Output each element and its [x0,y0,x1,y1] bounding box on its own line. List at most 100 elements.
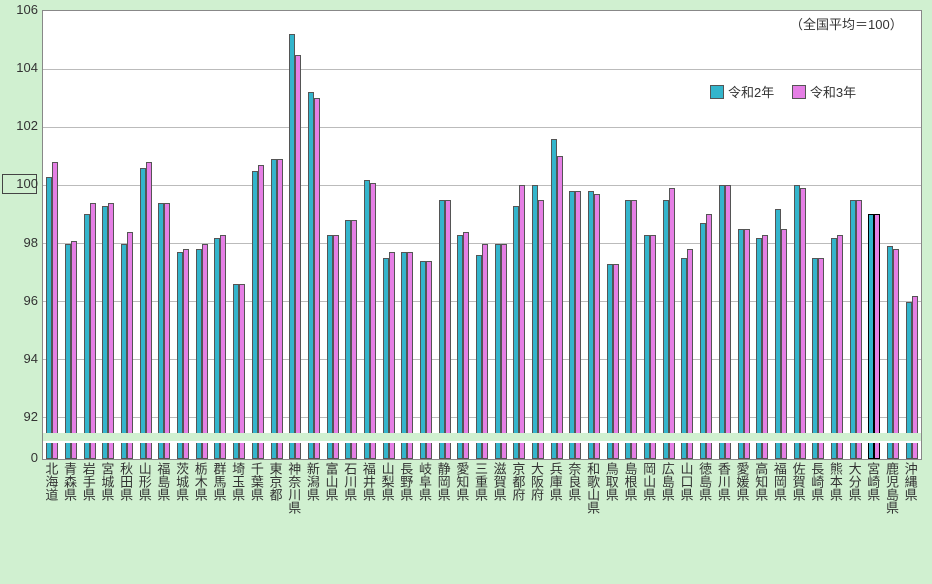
axis-break-band [43,433,921,441]
y-tick-label: 102 [4,118,38,133]
category-label: 大分県 [848,462,861,501]
bar-series-b [277,159,283,459]
category-label: 奈良県 [567,462,580,501]
axis-break-band [43,441,921,443]
bar-series-b [463,232,469,459]
category-label: 徳島県 [698,462,711,501]
y-tick-label: 0 [4,450,38,465]
category-label: 山口県 [679,462,692,501]
category-label: 三重県 [474,462,487,501]
category-label: 静岡県 [437,462,450,501]
category-label: 鳥取県 [605,462,618,501]
category-label: 佐賀県 [792,462,805,501]
category-label: 沖縄県 [904,462,917,501]
y-tick-label: 96 [4,293,38,308]
y-tick-label: 100 [4,176,38,191]
bar-series-b [650,235,656,459]
bar-series-b [669,188,675,459]
bar-series-b [744,229,750,459]
bar-series-b [687,249,693,459]
category-label: 山梨県 [381,462,394,501]
bar-series-b [837,235,843,459]
y-tick-label: 92 [4,409,38,424]
gridline [43,185,921,186]
category-label: 岡山県 [642,462,655,501]
bar-series-b [445,200,451,459]
category-label: 秋田県 [119,462,132,501]
category-label: 福島県 [156,462,169,501]
category-label: 広島県 [661,462,674,501]
bar-series-b [575,191,581,459]
gridline [43,127,921,128]
category-label: 香川県 [717,462,730,501]
category-label: 長崎県 [810,462,823,501]
category-label: 和歌山県 [586,462,599,514]
bar-series-b [90,203,96,459]
category-label: 群馬県 [212,462,225,501]
bar-series-b [725,185,731,459]
bar-series-b [426,261,432,459]
category-label: 福井県 [362,462,375,501]
category-label: 長野県 [399,462,412,501]
bar-series-b [613,264,619,459]
bar-series-b [370,183,376,460]
bar-series-b [183,249,189,459]
bar-series-b [127,232,133,459]
bar-series-b [482,244,488,459]
y-tick-label: 106 [4,2,38,17]
bar-series-b [706,214,712,459]
category-label: 滋賀県 [493,462,506,501]
category-label: 島根県 [623,462,636,501]
category-label: 岐阜県 [418,462,431,501]
bar-series-b [519,185,525,459]
category-label: 埼玉県 [231,462,244,501]
bar-series-b [389,252,395,459]
bar-series-b [631,200,637,459]
chart-annotation: （全国平均＝100） [790,14,903,33]
category-label: 青森県 [63,462,76,501]
bar-series-b [594,194,600,459]
bar-series-b [407,252,413,459]
bar-series-b [818,258,824,459]
bar-series-b [202,244,208,459]
bar-series-b [893,249,899,459]
category-label: 栃木県 [194,462,207,501]
category-label: 石川県 [343,462,356,501]
gridline [43,69,921,70]
bar-series-b [333,235,339,459]
category-label: 岩手県 [82,462,95,501]
category-label: 高知県 [754,462,767,501]
legend-label-0: 令和2年 [728,85,774,100]
bar-series-b [538,200,544,459]
bar-series-b [557,156,563,459]
y-tick-label: 98 [4,235,38,250]
category-label: 千葉県 [250,462,263,501]
category-label: 愛知県 [455,462,468,501]
legend-swatch-0 [710,85,724,99]
bar-series-b [781,229,787,459]
category-label: 大阪府 [530,462,543,501]
bar-series-b [295,55,301,459]
bar-series-b [874,214,880,459]
bar-series-b [146,162,152,459]
bar-series-b [762,235,768,459]
category-label: 宮城県 [100,462,113,501]
bar-series-b [220,235,226,459]
category-label: 福岡県 [773,462,786,501]
category-label: 京都府 [511,462,524,501]
category-label: 神奈川県 [287,462,300,514]
category-label: 鹿児島県 [885,462,898,514]
category-label: 兵庫県 [549,462,562,501]
bar-series-b [71,241,77,459]
category-label: 山形県 [138,462,151,501]
category-label: 愛媛県 [736,462,749,501]
bar-series-b [164,203,170,459]
category-label: 新潟県 [306,462,319,501]
legend-label-1: 令和3年 [810,85,856,100]
bar-series-b [258,165,264,459]
bar-series-b [351,220,357,459]
bar-series-b [108,203,114,459]
bar-series-b [856,200,862,459]
bar-series-b [501,244,507,459]
category-label: 茨城県 [175,462,188,501]
